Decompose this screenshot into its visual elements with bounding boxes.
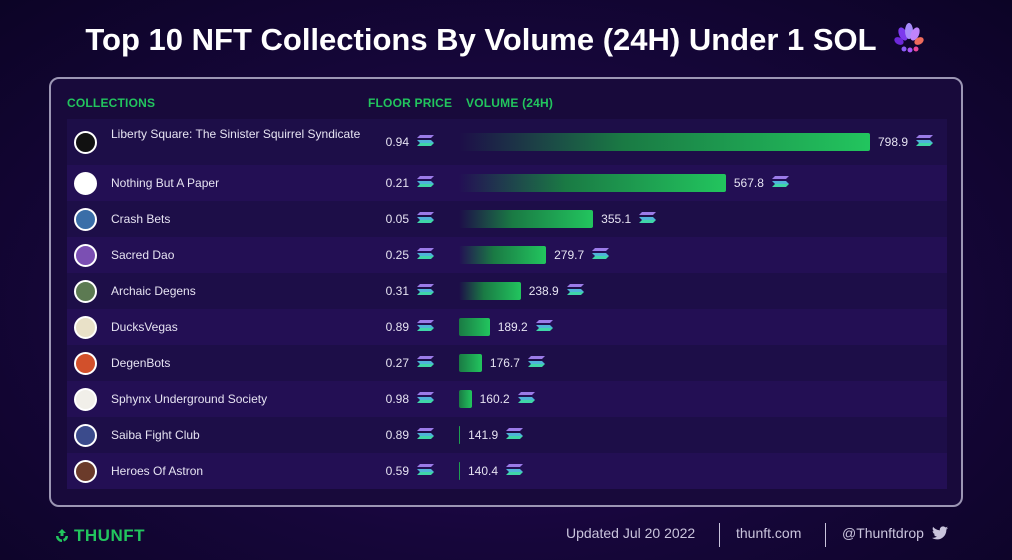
floor-price: 0.31 [385,284,409,298]
volume-bar [459,246,547,264]
floor-price: 0.21 [385,176,409,190]
solana-icon [417,464,434,475]
solana-icon [506,464,523,475]
collection-avatar [74,387,97,411]
collection-name[interactable]: Sacred Dao [111,247,175,262]
floor-price: 0.27 [385,356,409,370]
column-header-floor-price: FLOOR PRICE [368,96,453,110]
collection-name[interactable]: Crash Bets [111,211,171,226]
solana-icon [417,176,434,187]
flower-logo-icon [893,23,924,53]
collection-name[interactable]: DucksVegas [111,319,178,334]
collection-avatar [74,243,97,267]
volume-label: 567.8 [733,176,764,190]
volume-bar [459,210,594,228]
collection-name[interactable]: Sphynx Underground Society [111,391,268,406]
volume-bar [459,282,521,300]
solana-icon [417,428,434,439]
collection-name[interactable]: Heroes Of Astron [111,463,204,478]
floor-price: 0.98 [385,392,409,406]
chart-title: Top 10 NFT Collections By Volume (24H) U… [85,22,877,57]
updated-date: Updated Jul 20 2022 [566,525,696,541]
collection-avatar [74,459,97,483]
solana-icon [417,284,434,295]
volume-label: 355.1 [601,212,632,226]
collection-name[interactable]: Saiba Fight Club [111,427,200,442]
volume-bar [459,426,461,444]
collection-avatar [74,279,97,303]
collection-avatar [74,207,97,231]
solana-icon [639,212,657,223]
solana-icon [417,356,434,367]
collection-rows: Liberty Square: The Sinister Squirrel Sy… [67,119,947,489]
thunft-logo: THUNFT [53,526,145,546]
solana-icon [417,135,434,146]
table-row[interactable]: Liberty Square: The Sinister Squirrel Sy… [67,119,947,165]
volume-bar [459,174,726,192]
table-row[interactable]: DucksVegas 0.89 189.2 [67,309,947,345]
solana-icon [417,320,434,331]
logo-text: THUNFT [74,526,145,545]
volume-label: 140.4 [468,464,499,478]
collection-avatar [74,130,97,154]
solana-icon [592,248,610,259]
table-row[interactable]: Heroes Of Astron 0.59 140.4 [67,453,947,489]
floor-price: 0.05 [385,212,409,226]
table-row[interactable]: DegenBots 0.27 176.7 [67,345,947,381]
solana-icon [566,284,584,295]
solana-icon [771,176,789,187]
volume-label: 279.7 [554,248,585,262]
volume-label: 798.9 [878,135,909,149]
recycle-logo-icon [56,529,68,542]
twitter-handle[interactable]: @Thunftdrop [842,525,948,541]
floor-price: 0.59 [385,464,409,478]
twitter-icon [931,526,948,540]
collection-name[interactable]: Archaic Degens [111,283,196,298]
volume-bar [459,133,870,151]
volume-label: 238.9 [528,284,559,298]
table-row[interactable]: Sphynx Underground Society 0.98 160.2 [67,381,947,417]
footer-divider [719,523,720,547]
table-row[interactable]: Saiba Fight Club 0.89 141.9 [67,417,947,453]
collection-name[interactable]: Nothing But A Paper [111,175,220,190]
collection-name[interactable]: DegenBots [111,355,171,370]
rankings-panel: COLLECTIONS FLOOR PRICE VOLUME (24H) Lib… [49,77,963,507]
solana-icon [535,320,553,331]
volume-label: 160.2 [479,392,510,406]
floor-price: 0.94 [385,135,409,149]
floor-price: 0.89 [385,320,409,334]
twitter-handle-text: @Thunftdrop [842,525,924,541]
column-header-volume: VOLUME (24H) [466,96,554,110]
solana-icon [527,356,545,367]
solana-icon [517,392,535,403]
collection-avatar [74,423,97,447]
floor-price: 0.89 [385,428,409,442]
column-header-collections: COLLECTIONS [67,96,156,110]
table-row[interactable]: Nothing But A Paper 0.21 567.8 [67,165,947,201]
footer-divider [825,523,826,547]
volume-label: 176.7 [489,356,520,370]
volume-label: 141.9 [468,428,499,442]
solana-icon [916,135,933,146]
volume-bar [459,390,472,408]
site-link[interactable]: thunft.com [736,525,802,541]
collection-avatar [74,315,97,339]
solana-icon [417,248,434,259]
collection-name[interactable]: Liberty Square: The Sinister Squirrel Sy… [111,127,361,141]
volume-bar [459,462,460,480]
solana-icon [417,392,434,403]
table-row[interactable]: Archaic Degens 0.31 238.9 [67,273,947,309]
floor-price: 0.25 [385,248,409,262]
chart-title-container: Top 10 NFT Collections By Volume (24H) U… [0,22,1012,58]
solana-icon [417,212,434,223]
collection-avatar [74,351,97,375]
collection-avatar [74,171,97,195]
volume-bar [459,318,490,336]
solana-icon [506,428,524,439]
table-row[interactable]: Sacred Dao 0.25 279.7 [67,237,947,273]
volume-label: 189.2 [497,320,528,334]
volume-bar [459,354,482,372]
table-row[interactable]: Crash Bets 0.05 355.1 [67,201,947,237]
